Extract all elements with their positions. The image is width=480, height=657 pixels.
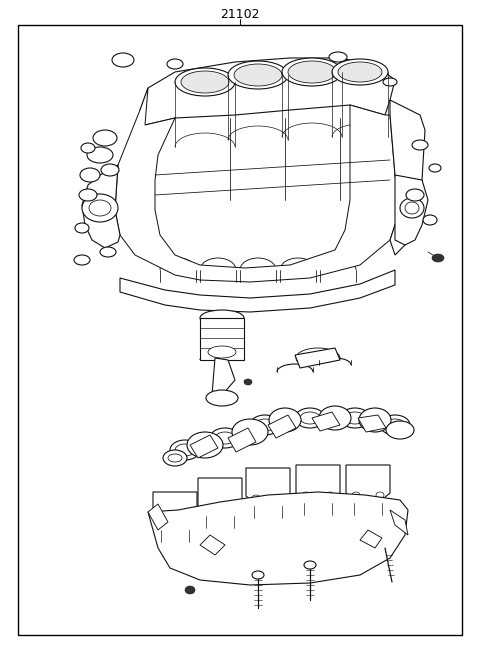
Ellipse shape [75,223,89,233]
Ellipse shape [386,421,414,439]
Ellipse shape [82,194,118,222]
Polygon shape [346,465,390,503]
Ellipse shape [93,130,117,146]
Polygon shape [148,492,408,585]
Ellipse shape [210,428,240,448]
Polygon shape [190,435,218,458]
Ellipse shape [288,61,336,83]
Ellipse shape [200,310,244,326]
Polygon shape [268,415,296,438]
Polygon shape [395,175,428,245]
Ellipse shape [340,408,370,428]
Polygon shape [246,468,290,506]
Polygon shape [198,478,242,516]
Ellipse shape [406,189,424,201]
Ellipse shape [380,415,410,435]
Polygon shape [358,415,386,432]
Ellipse shape [250,415,280,435]
Ellipse shape [412,140,428,150]
Ellipse shape [81,143,95,153]
Ellipse shape [228,61,288,89]
Polygon shape [390,510,408,535]
Polygon shape [296,465,340,503]
Polygon shape [360,530,382,548]
Ellipse shape [215,432,235,444]
Ellipse shape [423,215,437,225]
Polygon shape [212,358,235,400]
Ellipse shape [352,492,360,498]
Ellipse shape [319,406,351,430]
Ellipse shape [187,432,223,458]
Polygon shape [120,270,395,312]
Polygon shape [148,504,168,530]
Ellipse shape [282,58,342,86]
Polygon shape [200,535,225,555]
Ellipse shape [276,495,284,501]
Ellipse shape [252,495,260,501]
Ellipse shape [159,519,167,525]
Ellipse shape [429,164,441,172]
Polygon shape [82,165,120,248]
Ellipse shape [332,59,388,85]
Polygon shape [200,318,244,360]
Ellipse shape [359,408,391,432]
Ellipse shape [269,408,301,432]
Polygon shape [228,428,256,452]
Ellipse shape [345,412,365,424]
Ellipse shape [101,164,119,176]
Ellipse shape [228,505,236,511]
Ellipse shape [163,450,187,466]
Ellipse shape [79,189,97,201]
Ellipse shape [400,198,424,218]
Polygon shape [312,412,340,431]
Ellipse shape [300,412,320,424]
Ellipse shape [244,379,252,385]
Ellipse shape [329,52,347,62]
Polygon shape [140,58,395,125]
Polygon shape [390,100,425,255]
Ellipse shape [302,492,310,498]
Ellipse shape [89,200,111,216]
Ellipse shape [100,247,116,257]
Ellipse shape [338,62,382,82]
Ellipse shape [234,64,282,86]
Polygon shape [115,88,400,282]
Ellipse shape [183,519,191,525]
Ellipse shape [326,492,334,498]
Ellipse shape [208,346,236,358]
Ellipse shape [432,254,444,262]
Ellipse shape [170,440,200,460]
Ellipse shape [252,571,264,579]
Ellipse shape [304,561,316,569]
Ellipse shape [181,71,229,93]
Text: 21102: 21102 [220,7,260,20]
Ellipse shape [74,255,90,265]
Ellipse shape [204,505,212,511]
Polygon shape [295,348,340,368]
Ellipse shape [295,408,325,428]
Ellipse shape [185,586,195,594]
Polygon shape [153,492,197,530]
Ellipse shape [376,492,384,498]
Ellipse shape [175,444,195,456]
Ellipse shape [383,78,397,86]
Ellipse shape [255,419,275,431]
Ellipse shape [168,454,182,462]
Ellipse shape [167,59,183,69]
Ellipse shape [206,390,238,406]
Ellipse shape [175,68,235,96]
Ellipse shape [112,53,134,67]
Ellipse shape [385,419,405,431]
Ellipse shape [405,202,419,214]
Ellipse shape [232,419,268,445]
Ellipse shape [87,147,113,163]
Ellipse shape [80,168,100,182]
